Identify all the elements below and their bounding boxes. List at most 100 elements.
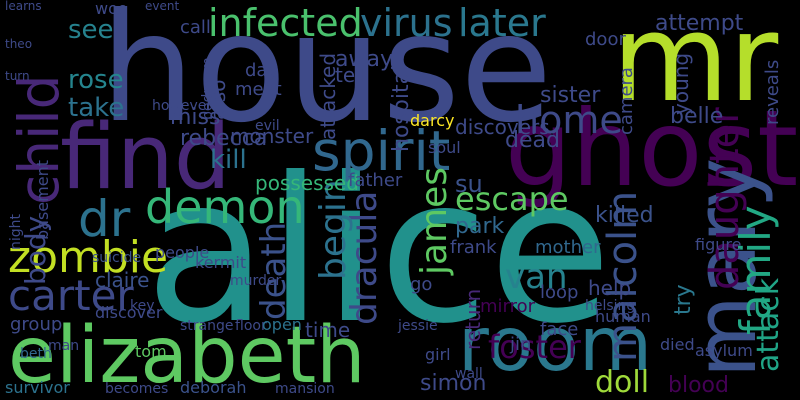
word: dracula — [344, 191, 385, 325]
word: discovers — [455, 115, 550, 139]
word: deborah — [180, 378, 246, 397]
word: simon — [420, 371, 486, 396]
word: tom — [135, 342, 167, 361]
word: possessed — [255, 171, 359, 195]
word: people — [155, 243, 209, 262]
word: strange — [180, 318, 234, 334]
word: infected — [208, 1, 363, 45]
word: doll — [595, 365, 649, 400]
word: virus — [360, 1, 453, 45]
word: alice — [145, 135, 612, 368]
word: begin — [313, 179, 354, 280]
word: basement — [33, 160, 52, 240]
word: turn — [5, 69, 30, 83]
word: event — [145, 0, 179, 13]
word: death — [254, 222, 294, 320]
word: zombie — [8, 232, 168, 283]
word: night — [8, 213, 24, 250]
word: belle — [670, 104, 723, 129]
word: escape — [455, 180, 569, 218]
word: body — [19, 216, 52, 285]
word: call — [180, 17, 211, 38]
word: daughter — [702, 107, 748, 290]
word: rose — [68, 65, 124, 95]
word: beth — [20, 346, 52, 362]
word: rebecca — [180, 126, 267, 151]
word: later — [458, 1, 546, 45]
word: reveals — [762, 60, 783, 125]
word: take — [68, 93, 124, 123]
word: spirit — [312, 119, 450, 183]
word: van — [505, 257, 568, 297]
word: key — [130, 298, 155, 314]
word: bedroom — [200, 57, 216, 120]
word: see — [68, 15, 114, 45]
word: blood — [668, 373, 729, 398]
word: go — [410, 274, 432, 295]
word: return — [461, 289, 485, 350]
word: soul — [428, 138, 461, 157]
word: figure — [695, 235, 741, 254]
word: su — [455, 170, 483, 198]
word: human — [595, 307, 651, 326]
word: meet — [235, 79, 282, 100]
word: woo — [95, 0, 128, 18]
word: demon — [145, 180, 305, 234]
word: killed — [595, 203, 654, 228]
word: theo — [5, 37, 32, 51]
word: young — [669, 53, 693, 115]
word: wall — [455, 366, 483, 382]
word: open — [262, 315, 302, 334]
word: park — [455, 214, 504, 239]
word: attacked — [316, 53, 340, 140]
word: help — [588, 276, 631, 300]
word: becomes — [105, 381, 168, 397]
word: monster — [230, 124, 314, 148]
word: malcolm — [600, 191, 646, 362]
word: survivor — [5, 378, 70, 397]
word: foster — [488, 328, 582, 366]
word: murder — [230, 273, 282, 289]
word: home — [515, 98, 623, 142]
word: attempt — [655, 11, 744, 36]
word: tell — [335, 63, 366, 87]
word: face — [540, 319, 578, 340]
word: elizabeth — [8, 311, 366, 400]
word: learns — [5, 0, 42, 13]
word: dead — [505, 128, 560, 153]
word: girl — [425, 345, 451, 364]
word: mr — [612, 0, 779, 129]
word: try — [671, 284, 696, 315]
word: attack — [751, 277, 786, 372]
word: carter — [8, 271, 134, 320]
word: house — [100, 0, 552, 156]
word: evil — [255, 118, 280, 134]
word: also — [206, 80, 230, 120]
word: room — [458, 300, 652, 388]
word: loop — [540, 282, 578, 303]
word: mary — [677, 158, 776, 378]
word: time — [305, 318, 350, 342]
word: hospital — [389, 65, 414, 152]
word: man — [48, 338, 79, 354]
word: sister — [540, 83, 601, 108]
word: mansion — [275, 381, 335, 397]
word: away — [335, 47, 393, 72]
word: suicide — [92, 250, 141, 266]
word: camera — [616, 67, 637, 135]
word: jessie — [397, 318, 438, 334]
word: however — [152, 98, 212, 114]
word: claire — [95, 268, 149, 292]
word: died — [660, 335, 695, 354]
word: dr — [78, 190, 131, 248]
word: darcy — [410, 111, 454, 130]
word: floor — [235, 318, 267, 334]
word: ghost — [505, 88, 798, 210]
word: helsing — [585, 298, 635, 314]
word: group — [10, 314, 62, 335]
word: father — [348, 170, 403, 191]
word: james — [414, 167, 455, 276]
word: frank — [450, 237, 497, 258]
word: family — [731, 205, 780, 335]
